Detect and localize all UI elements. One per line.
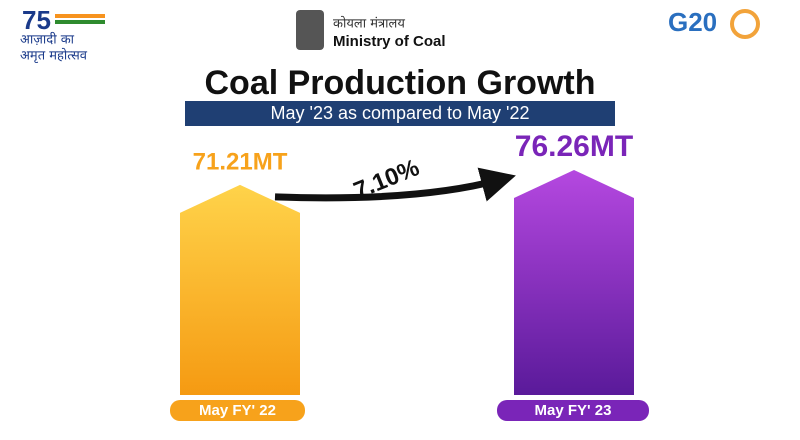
azadi-text: अमृत महोत्सव	[20, 48, 88, 64]
bar	[514, 170, 634, 395]
g20-logo: G20	[668, 7, 717, 37]
value-label: 71.21MT	[193, 148, 288, 175]
azadi-text: आज़ादी का	[20, 32, 75, 48]
logo-75: 75	[22, 5, 51, 35]
chart-subtitle: May '23 as compared to May '22	[271, 103, 530, 123]
ministry-hindi: कोयला मंत्रालय	[333, 16, 405, 32]
emblem	[296, 10, 324, 50]
subtitle-band	[185, 101, 615, 126]
value-label: 76.26MT	[515, 130, 633, 163]
growth-arrow	[274, 167, 516, 202]
ministry-name: Ministry of Coal	[333, 33, 446, 50]
header: 75 आज़ादी का अमृत महोत्सव कोयला मंत्रालय…	[20, 5, 760, 64]
flag-stripe	[55, 20, 105, 24]
category-pill	[497, 400, 649, 421]
x-tick-label: May FY' 22	[199, 402, 276, 419]
bar	[180, 184, 300, 395]
category-pill	[170, 400, 305, 421]
flag-stripe	[55, 14, 105, 18]
chart-title: Coal Production Growth	[205, 64, 596, 102]
x-tick-label: May FY' 23	[535, 402, 612, 419]
g20-globe	[730, 9, 760, 39]
